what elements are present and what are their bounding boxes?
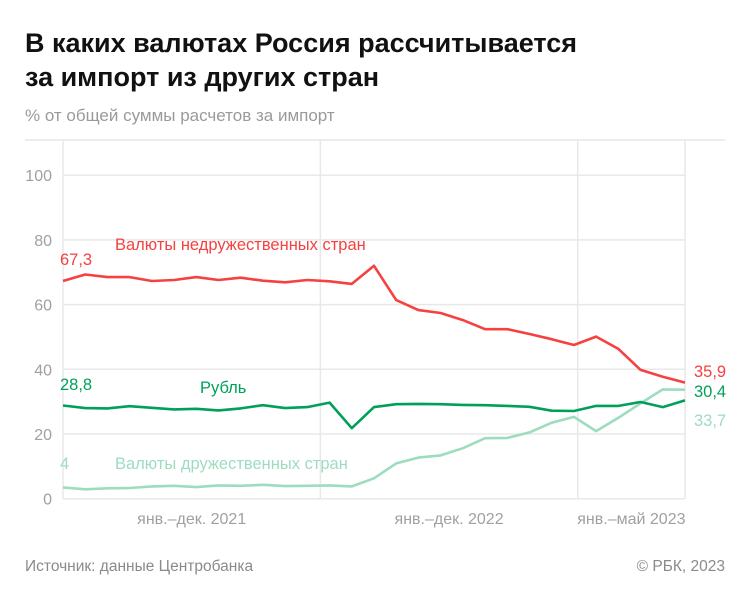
chart-title-line2: за импорт из других стран: [25, 62, 379, 92]
series-line-1: [62, 399, 686, 430]
x-axis: янв.–дек. 2021 янв.–дек. 2022 янв.–май 202…: [137, 511, 685, 528]
y-tick-label: 40: [34, 362, 52, 379]
y-tick-label: 0: [43, 492, 52, 509]
y-tick-label: 80: [34, 233, 52, 250]
series-labels: Валюты недружественных стран 67,3 35,9 Рубл…: [60, 236, 726, 473]
x-period-label: янв.–дек. 2022: [395, 511, 504, 528]
series-name-label: Валюты недружественных стран: [115, 236, 366, 254]
y-tick-label: 60: [34, 298, 52, 315]
series-start-value: 4: [60, 455, 69, 473]
chart-title-line1: В каких валютах Россия рассчитывается: [25, 28, 577, 58]
chart-subtitle: % от общей суммы расчетов за импорт: [25, 106, 335, 125]
series-start-value: 28,8: [60, 376, 92, 394]
series-name-label: Рубль: [200, 379, 246, 397]
series-line-2: [62, 388, 686, 491]
y-tick-label: 20: [34, 427, 52, 444]
series-start-value: 67,3: [60, 251, 92, 269]
source-note: Источник: данные Центробанка: [25, 558, 253, 575]
y-axis: 0 20 40 60 80 100: [25, 168, 52, 509]
series-lines: [62, 264, 686, 491]
copyright: © РБК, 2023: [637, 558, 725, 575]
series-end-value: 33,7: [694, 412, 726, 430]
x-period-label: янв.–май 2023: [577, 511, 685, 528]
grid: [62, 140, 686, 500]
x-period-label: янв.–дек. 2021: [137, 511, 246, 528]
series-line-0: [62, 264, 686, 384]
series-name-label: Валюты дружественных стран: [115, 455, 348, 473]
series-end-value: 30,4: [694, 383, 726, 401]
series-end-value: 35,9: [694, 363, 726, 381]
y-tick-label: 100: [25, 168, 52, 185]
